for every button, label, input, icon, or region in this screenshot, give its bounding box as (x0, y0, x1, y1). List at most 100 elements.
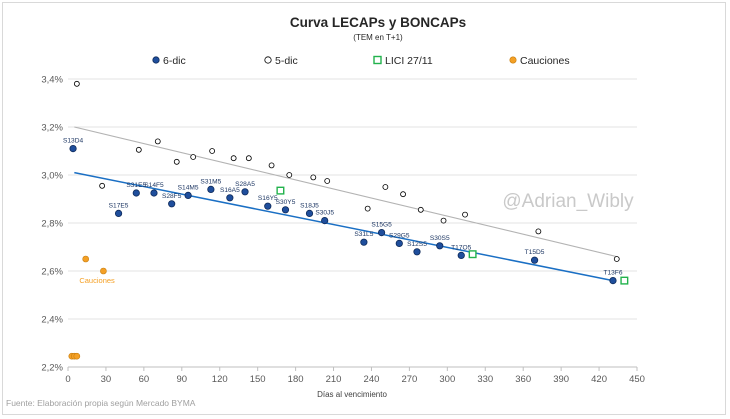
data-point-6-dic (207, 185, 215, 193)
trendlines (74, 126, 617, 282)
data-point-5-dic (364, 205, 371, 212)
caucion-point (73, 352, 81, 360)
data-point-6-dic (305, 209, 314, 217)
data-point-6-dic (264, 202, 272, 210)
point-label: T15D5 (525, 249, 545, 256)
x-tick-label: 420 (591, 374, 607, 385)
data-point-6-dic (436, 242, 444, 250)
y-tick-label: 2,4% (41, 315, 63, 326)
axes: 2,2% 2,4% 2,6% 2,8% 3,0% 3,2% 3,4% 0 30 60 90 120 15… (41, 75, 645, 386)
trendline-5-dic (74, 126, 617, 258)
point-label: S31L5 (354, 231, 373, 238)
x-tick-label: 120 (212, 374, 228, 385)
x-tick-label: 240 (364, 374, 380, 385)
point-label: S31M5 (200, 178, 221, 185)
data-point-6-dic (609, 276, 617, 285)
data-point-6-dic (360, 238, 368, 246)
data-point-5-dic (73, 80, 80, 87)
data-point-6-dic (69, 145, 77, 153)
legend-label-5-dic: 5-dic (275, 55, 298, 67)
legend-label-cauciones: Cauciones (520, 55, 570, 67)
source-note: Fuente: Elaboración propia según Mercado… (6, 398, 196, 408)
data-point-5-dic (310, 174, 317, 181)
data-point-5-dic (613, 256, 620, 262)
cauciones-annotation: Cauciones (79, 276, 115, 285)
point-label: S16A5 (220, 187, 240, 194)
legend: 6-dic 5-dic LICI 27/11 Cauciones (152, 55, 570, 67)
data-point-6-dic (132, 189, 140, 197)
point-label: T17O5 (451, 244, 471, 251)
data-point-6-dic (457, 251, 465, 259)
x-tick-label: 210 (326, 374, 342, 385)
y-tick-label: 2,2% (41, 363, 63, 374)
x-tick-label: 90 (177, 374, 188, 385)
point-label: S18J5 (300, 202, 319, 209)
point-label: S30J5 (315, 210, 334, 217)
point-label: S16Y5 (258, 195, 278, 202)
data-point-6-dic (413, 248, 421, 256)
y-tick-label: 3,2% (41, 123, 63, 134)
point-label: S13D4 (63, 138, 83, 145)
x-tick-label: 360 (515, 374, 531, 385)
x-axis-label: Días al vencimiento (317, 390, 387, 399)
caucion-point (82, 255, 90, 263)
data-point-6-dic (226, 194, 234, 202)
data-point-6-dic (377, 229, 386, 237)
legend-label-6-dic: 6-dic (163, 55, 186, 67)
data-point-5-dic (190, 154, 197, 160)
x-tick-label: 390 (553, 374, 569, 385)
legend-marker-5-dic (264, 56, 272, 64)
data-point-6-dic (241, 188, 249, 196)
trendline-6-dic (74, 171, 614, 282)
point-label: S29G5 (389, 232, 410, 239)
point-label: T13F6 (603, 270, 622, 277)
y-tick-label: 3,4% (41, 75, 63, 86)
data-point-5-dic (245, 155, 252, 162)
point-label: S30S5 (430, 235, 450, 242)
data-point-5-dic (99, 182, 106, 189)
lici-point (468, 250, 477, 259)
data-point-6-dic (395, 239, 403, 247)
data-point-5-dic (400, 191, 406, 198)
data-point-6-dic (114, 209, 123, 217)
x-tick-label: 300 (439, 374, 455, 385)
x-tick-label: 330 (477, 374, 493, 385)
data-point-6-dic (530, 256, 539, 264)
data-point-6-dic (184, 191, 192, 199)
data-point-5-dic (268, 162, 275, 169)
chart-subtitle: (TEM en T+1) (353, 33, 403, 42)
legend-marker-lici (373, 55, 382, 65)
legend-label-lici: LICI 27/11 (385, 55, 433, 67)
x-tick-label: 180 (288, 374, 304, 385)
data-point-6-dic (321, 217, 329, 225)
x-tick-label: 0 (65, 374, 70, 385)
data-point-5-dic (535, 228, 542, 235)
data-points (68, 80, 629, 360)
data-point-5-dic (382, 184, 389, 190)
y-tick-label: 2,6% (41, 267, 63, 278)
gridlines (68, 78, 637, 320)
data-point-5-dic (135, 146, 142, 153)
point-label: S12S5 (407, 241, 427, 248)
x-tick-label: 60 (139, 374, 150, 385)
point-label: S15G5 (371, 222, 392, 229)
point-label: S28A5 (235, 181, 255, 188)
data-point-6-dic (150, 189, 158, 197)
data-point-6-dic (281, 206, 290, 214)
legend-marker-6-dic (152, 56, 160, 64)
point-label: S14F5 (144, 182, 164, 189)
point-label: S28F5 (162, 193, 182, 200)
point-label: S17E5 (109, 202, 129, 209)
data-point-5-dic (440, 217, 447, 224)
x-tick-label: 270 (401, 374, 417, 385)
data-point-5-dic (154, 138, 161, 145)
data-point-5-dic (209, 148, 216, 154)
caucion-point (100, 267, 107, 275)
watermark: @Adrian_Wibly (502, 191, 634, 212)
data-point-5-dic (286, 172, 293, 178)
point-label: S31E5 (126, 182, 146, 189)
data-point-5-dic (324, 178, 331, 184)
x-tick-label: 150 (250, 374, 266, 385)
